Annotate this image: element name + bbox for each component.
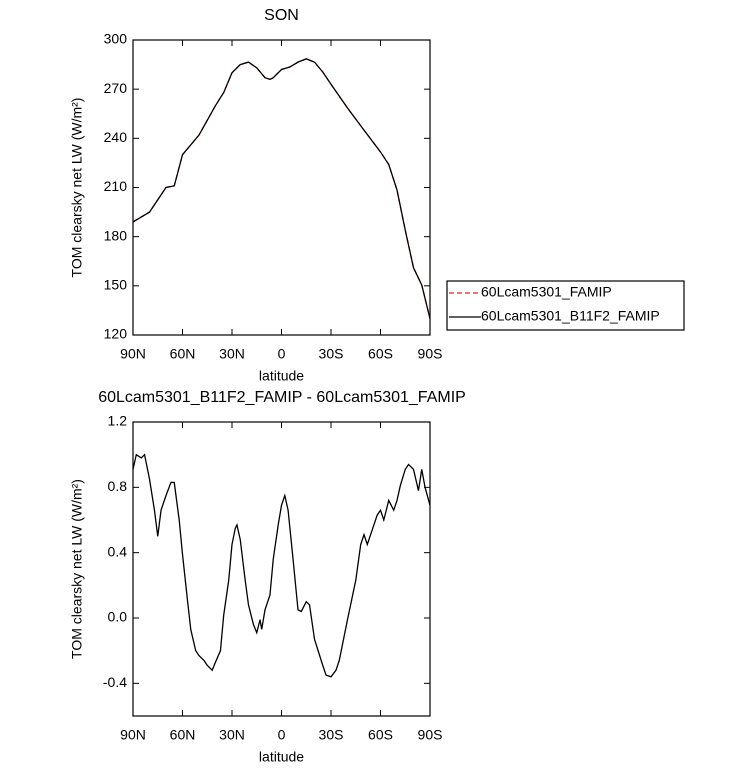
y-tick-label: 180	[104, 227, 128, 243]
chart-title: 60Lcam5301_B11F2_FAMIP - 60Lcam5301_FAMI…	[98, 389, 466, 406]
y-tick-label: 1.2	[108, 413, 128, 429]
y-tick-label: 0.4	[108, 543, 128, 559]
x-tick-label: 90N	[120, 346, 146, 362]
y-tick-label: 150	[104, 277, 128, 293]
y-tick-label: 240	[104, 129, 128, 145]
y-tick-label: 0.8	[108, 478, 128, 494]
y-tick-label: 0.0	[108, 609, 128, 625]
x-tick-label: 60N	[170, 346, 196, 362]
x-tick-label: 90N	[120, 727, 146, 743]
x-tick-label: 30N	[219, 346, 245, 362]
x-tick-label: 60N	[170, 727, 196, 743]
y-tick-label: -0.4	[103, 674, 127, 690]
x-axis-label: latitude	[259, 368, 304, 384]
x-axis-label: latitude	[259, 749, 304, 765]
line	[132, 58, 431, 319]
plot-frame	[132, 39, 431, 336]
chart-title: SON	[264, 7, 299, 24]
y-tick-label: 210	[104, 178, 128, 194]
x-tick-label: 60S	[368, 727, 393, 743]
legend-box	[446, 280, 685, 331]
x-tick-label: 90S	[418, 727, 443, 743]
y-axis-label: TOM clearsky net LW (W/m²)	[69, 98, 85, 278]
x-tick-label: 30N	[219, 727, 245, 743]
line	[132, 58, 431, 319]
y-tick-label: 300	[104, 31, 128, 47]
y-tick-label: 270	[104, 80, 128, 96]
y-tick-label: 120	[104, 326, 128, 342]
x-tick-label: 0	[278, 727, 286, 743]
legend-label: 60Lcam5301_FAMIP	[481, 284, 612, 300]
line	[132, 453, 431, 678]
x-tick-label: 30S	[319, 346, 344, 362]
x-tick-label: 30S	[319, 727, 344, 743]
x-tick-label: 60S	[368, 346, 393, 362]
x-tick-label: 0	[278, 346, 286, 362]
x-tick-label: 90S	[418, 346, 443, 362]
legend-label: 60Lcam5301_B11F2_FAMIP	[481, 308, 660, 324]
y-axis-label: TOM clearsky net LW (W/m²)	[69, 479, 85, 659]
plot-frame	[132, 421, 431, 717]
